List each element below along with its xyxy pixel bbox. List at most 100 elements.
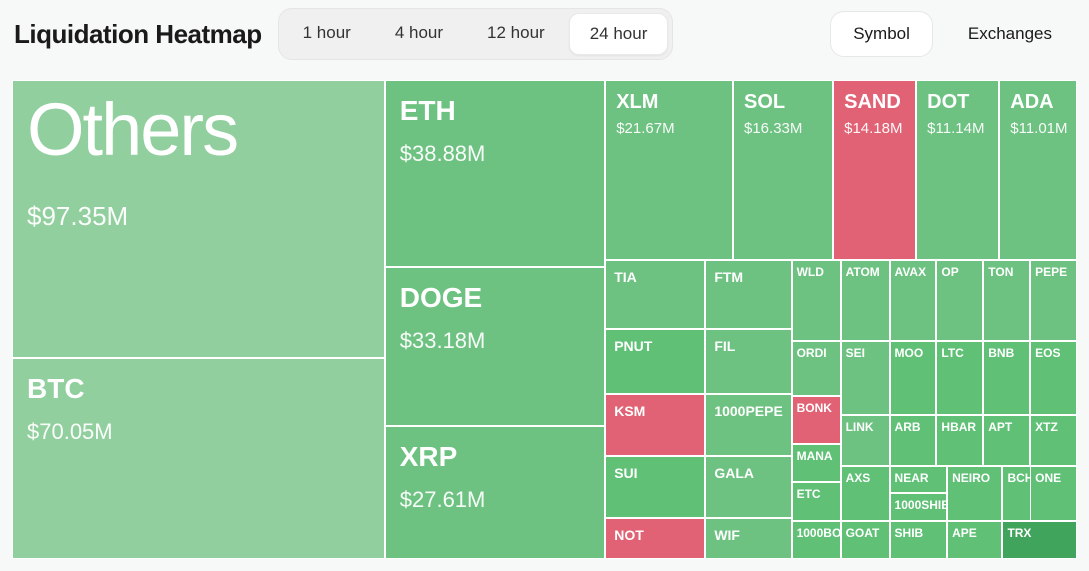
tile-symbol: TON <box>988 265 1025 279</box>
tile-NEAR[interactable]: NEAR <box>890 466 948 494</box>
tile-symbol: 1000PEPE <box>714 403 782 419</box>
tile-symbol: PEPE <box>1035 265 1072 279</box>
tile-BONK[interactable]: BONK <box>792 396 841 444</box>
tile-ORDI[interactable]: ORDI <box>792 341 841 396</box>
tile-LTC[interactable]: LTC <box>936 341 983 415</box>
tile-WLD[interactable]: WLD <box>792 260 841 341</box>
tile-TRX[interactable]: TRX <box>1002 521 1077 559</box>
tile-PEPE[interactable]: PEPE <box>1030 260 1077 341</box>
tile-TIA[interactable]: TIA <box>605 260 705 329</box>
tile-symbol: APT <box>988 420 1025 434</box>
tile-ONE[interactable]: ONE <box>1030 466 1077 521</box>
tile-value: $97.35M <box>27 201 370 232</box>
tile-NOT[interactable]: NOT <box>605 518 705 559</box>
tile-MANA[interactable]: MANA <box>792 444 841 482</box>
tile-OP[interactable]: OP <box>936 260 983 341</box>
tile-SOL[interactable]: SOL$16.33M <box>733 80 833 260</box>
tile-GOAT[interactable]: GOAT <box>841 521 890 559</box>
tile-symbol: SEI <box>846 346 885 360</box>
tile-symbol: PNUT <box>614 338 696 354</box>
tile-PNUT[interactable]: PNUT <box>605 329 705 394</box>
tile-1000PEPE[interactable]: 1000PEPE <box>705 394 791 456</box>
tile-NEIRO[interactable]: NEIRO <box>947 466 1002 521</box>
tile-SAND[interactable]: SAND$14.18M <box>833 80 916 260</box>
tile-symbol: EOS <box>1035 346 1072 360</box>
tile-APT[interactable]: APT <box>983 415 1030 465</box>
tile-LINK[interactable]: LINK <box>841 415 890 465</box>
tile-symbol: ETC <box>797 487 836 501</box>
tile-value: $27.61M <box>400 487 590 513</box>
tile-HBAR[interactable]: HBAR <box>936 415 983 465</box>
time-tab-24-hour[interactable]: 24 hour <box>569 13 669 55</box>
tile-APE[interactable]: APE <box>947 521 1002 559</box>
tile-MOO[interactable]: MOO <box>890 341 937 415</box>
tile-symbol: 1000SHIB <box>895 498 943 512</box>
tile-symbol: GALA <box>714 465 782 481</box>
tile-symbol: LINK <box>846 420 885 434</box>
tile-AXS[interactable]: AXS <box>841 466 890 521</box>
tile-GALA[interactable]: GALA <box>705 456 791 518</box>
tile-XLM[interactable]: XLM$21.67M <box>605 80 733 260</box>
tile-value: $16.33M <box>744 120 822 137</box>
tile-SHIB[interactable]: SHIB <box>890 521 948 559</box>
tile-symbol: SUI <box>614 465 696 481</box>
tile-1000SHIB[interactable]: 1000SHIB <box>890 493 948 520</box>
tile-symbol: Others <box>27 95 370 165</box>
exchanges-button[interactable]: Exchanges <box>945 11 1075 57</box>
tile-value: $70.05M <box>27 419 370 445</box>
tile-symbol: NOT <box>614 527 696 543</box>
tile-value: $11.01M <box>1010 120 1066 137</box>
tile-symbol: XLM <box>616 91 722 114</box>
tile-symbol: AXS <box>846 471 885 485</box>
tile-symbol: NEAR <box>895 471 943 485</box>
tile-symbol: ARB <box>895 420 932 434</box>
tile-EOS[interactable]: EOS <box>1030 341 1077 415</box>
tile-SEI[interactable]: SEI <box>841 341 890 415</box>
tile-TON[interactable]: TON <box>983 260 1030 341</box>
tile-ATOM[interactable]: ATOM <box>841 260 890 341</box>
tile-DOGE[interactable]: DOGE $33.18M <box>385 267 605 426</box>
tile-value: $11.14M <box>927 120 988 137</box>
tile-XTZ[interactable]: XTZ <box>1030 415 1077 465</box>
tile-BTC[interactable]: BTC$70.05M <box>12 358 385 559</box>
time-tab-4-hour[interactable]: 4 hour <box>375 13 463 55</box>
tile-symbol: KSM <box>614 403 696 419</box>
tile-symbol: OP <box>941 265 978 279</box>
tile-SUI[interactable]: SUI <box>605 456 705 518</box>
tile-KSM[interactable]: KSM <box>605 394 705 456</box>
tile-value: $38.88M <box>400 141 590 167</box>
right-controls: Symbol Exchanges <box>830 11 1075 57</box>
tile-value: $33.18M <box>400 328 590 354</box>
tile-FIL[interactable]: FIL <box>705 329 791 394</box>
header: Liquidation Heatmap 1 hour4 hour12 hour2… <box>0 0 1089 68</box>
tile-AVAX[interactable]: AVAX <box>890 260 937 341</box>
tile-ARB[interactable]: ARB <box>890 415 937 465</box>
tile-XRP[interactable]: XRP$27.61M <box>385 426 605 559</box>
tile-symbol: ORDI <box>797 346 836 360</box>
tile-symbol: MOO <box>895 346 932 360</box>
tile-symbol: DOGE <box>400 282 590 314</box>
symbol-button[interactable]: Symbol <box>830 11 933 57</box>
time-tab-12-hour[interactable]: 12 hour <box>467 13 565 55</box>
tile-FTM[interactable]: FTM <box>705 260 791 329</box>
tile-ETH[interactable]: ETH $38.88M <box>385 80 605 267</box>
tile-symbol: TRX <box>1007 526 1072 540</box>
tile-symbol: ADA <box>1010 91 1066 114</box>
tile-WIF[interactable]: WIF <box>705 518 791 559</box>
tile-BNB[interactable]: BNB <box>983 341 1030 415</box>
tile-symbol: WIF <box>714 527 782 543</box>
tile-symbol: WLD <box>797 265 836 279</box>
tile-1000BONK[interactable]: 1000BONK <box>792 521 841 559</box>
tile-symbol: ATOM <box>846 265 885 279</box>
time-tab-1-hour[interactable]: 1 hour <box>283 13 371 55</box>
tile-symbol: 1000BONK <box>797 526 836 540</box>
page-title: Liquidation Heatmap <box>14 19 262 50</box>
tile-ETC[interactable]: ETC <box>792 482 841 520</box>
tile-DOT[interactable]: DOT $11.14M <box>916 80 999 260</box>
tile-symbol: SHIB <box>895 526 943 540</box>
tile-Others[interactable]: Others $97.35M <box>12 80 385 358</box>
tile-symbol: ETH <box>400 95 590 127</box>
tile-symbol: DOT <box>927 91 988 114</box>
tile-ADA[interactable]: ADA $11.01M <box>999 80 1077 260</box>
time-range-tabs: 1 hour4 hour12 hour24 hour <box>278 8 674 60</box>
